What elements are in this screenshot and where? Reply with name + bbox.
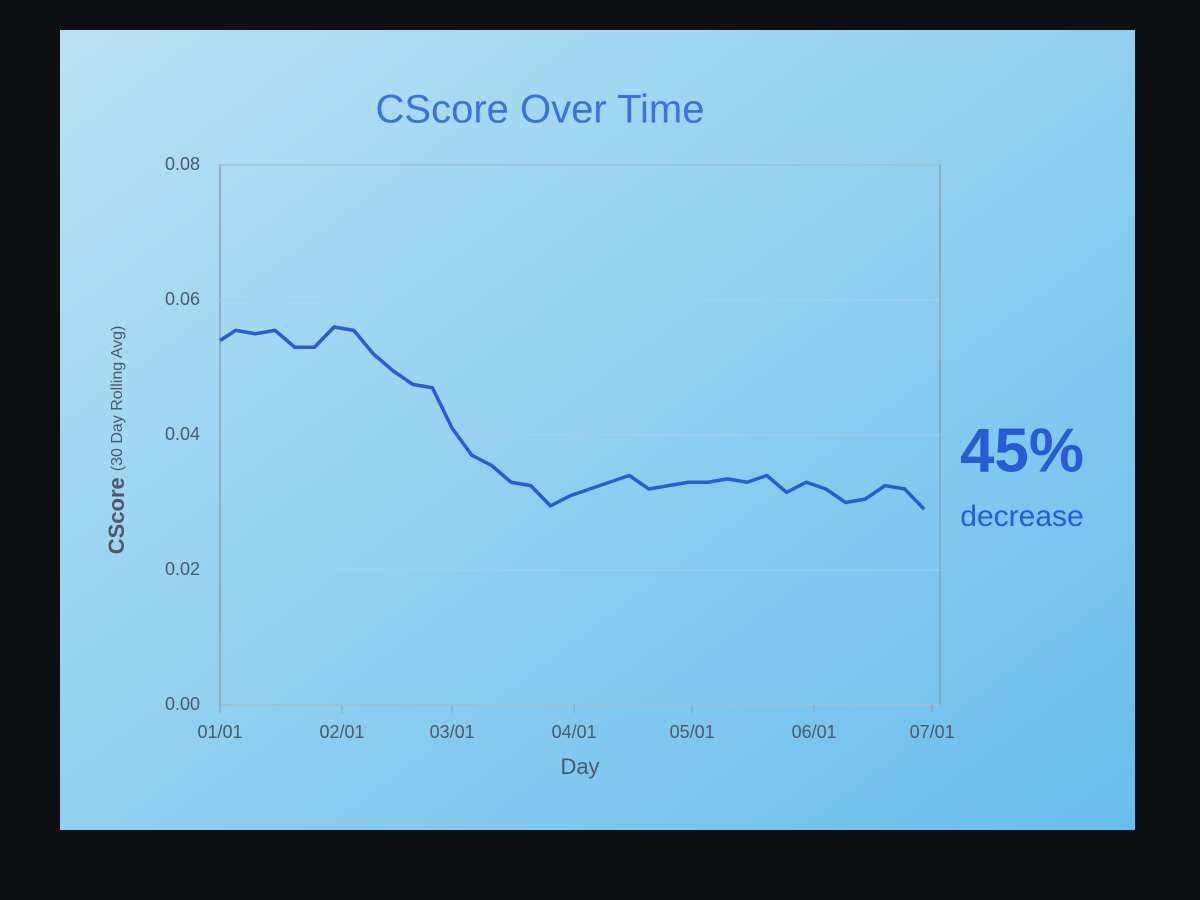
- x-axis-label: Day: [560, 754, 599, 779]
- y-tick-label: 0.06: [165, 289, 200, 309]
- y-tick-label: 0.00: [165, 694, 200, 714]
- x-tick-label: 06/01: [792, 722, 837, 742]
- x-tick-label: 04/01: [552, 722, 597, 742]
- slide: [60, 30, 1135, 830]
- x-tick-label: 02/01: [319, 722, 364, 742]
- x-tick-label: 07/01: [910, 722, 955, 742]
- chart-title: CScore Over Time: [376, 88, 705, 132]
- x-tick-label: 03/01: [430, 722, 475, 742]
- line-series: [219, 325, 926, 511]
- y-tick-label: 0.04: [165, 424, 200, 444]
- x-tick-label: 05/01: [670, 722, 715, 742]
- y-axis-label: CScore (30 Day Rolling Avg): [104, 326, 129, 555]
- y-axis-title: CScore: [104, 477, 129, 554]
- y-tick-label: 0.08: [165, 154, 200, 174]
- callout: 45%: [960, 416, 1084, 485]
- y-axis-note: (30 Day Rolling Avg): [109, 326, 126, 472]
- y-tick-label: 0.02: [165, 559, 200, 579]
- x-tick-label: 01/01: [197, 722, 242, 742]
- callout-note: decrease: [960, 500, 1083, 533]
